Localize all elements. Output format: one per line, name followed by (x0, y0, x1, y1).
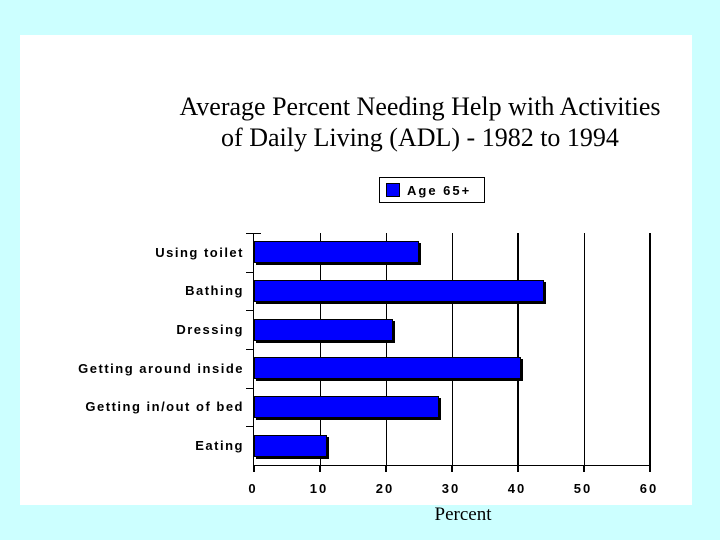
x-tick-label-20: 20 (375, 481, 395, 496)
bar-eating (254, 434, 327, 457)
category-label: Eating (195, 438, 244, 454)
x-tick-label-30: 30 (441, 481, 461, 496)
x-tick-label-0: 0 (248, 481, 258, 496)
category-label: Dressing (176, 322, 244, 338)
chart-title-line1: Average Percent Needing Help with Activi… (179, 92, 661, 121)
legend-swatch-icon (386, 183, 400, 197)
gridline-40 (517, 233, 519, 465)
legend-label: Age 65+ (407, 182, 472, 198)
x-tick-label-40: 40 (507, 481, 527, 496)
slide-content-panel: Average Percent Needing Help with Activi… (20, 35, 692, 525)
chart-title-line2: of Daily Living (ADL) - 1982 to 1994 (221, 123, 619, 152)
x-axis-tick-40 (517, 465, 519, 472)
x-tick-label-50: 50 (573, 481, 593, 496)
y-axis-tick (246, 426, 254, 428)
bar-getting-around-inside (254, 357, 521, 380)
y-axis-tick (246, 233, 254, 234)
plot-area (246, 233, 651, 472)
category-axis-labels: Using toilet Bathing Dressing Getting aroun… (30, 233, 244, 465)
bar-getting-in-out-of-bed (254, 396, 439, 418)
gridline-10 (319, 233, 321, 465)
y-axis-tick (246, 310, 254, 312)
bar-using-toilet (254, 241, 419, 264)
x-axis-tick-20 (385, 465, 387, 472)
bar-dressing (254, 318, 393, 341)
chart-title: Average Percent Needing Help with Activi… (120, 91, 720, 153)
gridline-30 (451, 233, 453, 465)
gridline-60 (649, 233, 651, 465)
y-axis-tick (246, 271, 254, 273)
x-axis-tick-10 (319, 465, 321, 472)
x-axis-label: Percent (434, 504, 492, 525)
category-label: Getting around inside (78, 360, 244, 376)
x-tick-label-60: 60 (639, 481, 659, 496)
category-label: Using toilet (155, 244, 244, 260)
bar-bathing (254, 280, 544, 302)
y-axis-top-tick (254, 233, 261, 234)
x-axis-tick-30 (451, 465, 453, 472)
gridline-50 (583, 233, 585, 465)
x-tick-label-10: 10 (309, 481, 329, 496)
x-axis-tick-50 (583, 465, 585, 472)
category-label: Getting in/out of bed (85, 399, 244, 415)
x-axis-tick-60 (649, 465, 651, 472)
x-axis-tick-0 (253, 465, 255, 472)
y-axis-tick (246, 387, 254, 389)
category-label: Bathing (185, 283, 244, 299)
gridline-20 (385, 233, 387, 465)
legend: Age 65+ (379, 177, 485, 203)
y-axis-tick (246, 349, 254, 350)
